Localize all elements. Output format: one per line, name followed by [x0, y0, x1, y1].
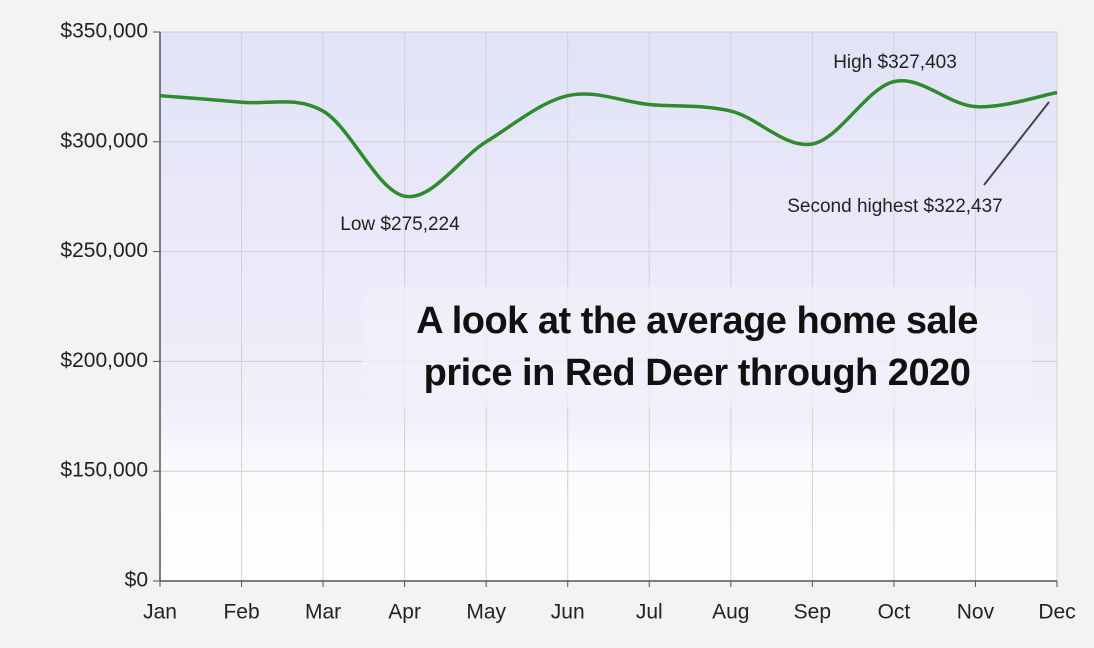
y-tick-label: $200,000 [60, 349, 148, 372]
annotation-arrow [983, 101, 1050, 186]
annotation: Second highest $322,437 [787, 196, 1003, 217]
x-tick-label: Nov [957, 601, 995, 624]
x-tick-label: Sep [794, 601, 831, 624]
x-tick-label: Apr [388, 601, 421, 624]
x-tick-label: May [466, 601, 506, 624]
x-tick-label: Mar [305, 601, 341, 624]
y-tick-label: $350,000 [60, 20, 148, 43]
x-tick-label: Jun [551, 601, 585, 624]
annotation: High $327,403 [833, 52, 957, 73]
x-tick-label: Feb [223, 601, 259, 624]
y-tick-label: $250,000 [60, 239, 148, 262]
y-tick-label: $300,000 [60, 129, 148, 152]
x-tick-label: Oct [878, 601, 911, 624]
x-tick-label: Aug [712, 601, 749, 624]
price-line [159, 79, 1058, 199]
x-tick-label: Dec [1038, 601, 1075, 624]
title-line: A look at the average home sale [416, 300, 978, 342]
y-tick-label: $0 [125, 569, 148, 592]
chart-title: A look at the average home sale price in… [362, 287, 1032, 407]
y-tick-label: $150,000 [60, 459, 148, 482]
x-tick-label: Jan [143, 601, 177, 624]
annotation: Low $275,224 [340, 214, 460, 235]
x-tick-label: Jul [636, 601, 663, 624]
title-line: price in Red Deer through 2020 [423, 352, 971, 394]
